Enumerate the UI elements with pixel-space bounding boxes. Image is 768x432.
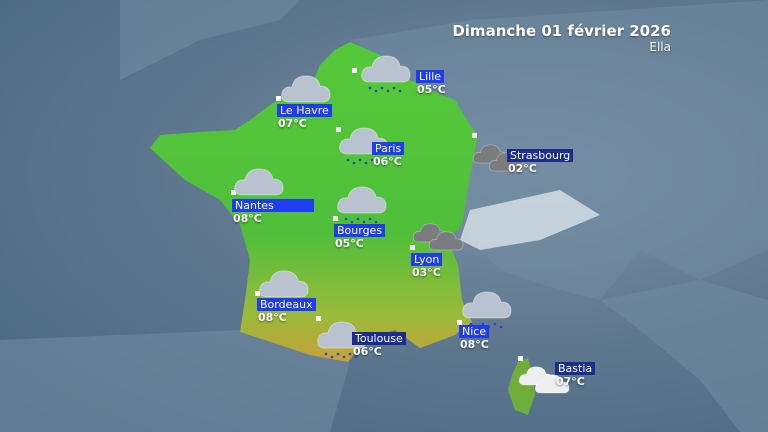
city-name-label: Toulouse (352, 332, 406, 345)
dark-clouds-icon (412, 223, 464, 251)
city-temperature: 07°C (278, 117, 307, 130)
city-marker (255, 291, 260, 296)
city-temperature: 05°C (335, 237, 364, 250)
city-marker (457, 320, 462, 325)
city-temperature: 05°C (417, 83, 446, 96)
italy-land (600, 280, 768, 432)
white-clouds-icon (518, 366, 570, 394)
city-temperature: 08°C (460, 338, 489, 351)
city-temperature: 08°C (258, 311, 287, 324)
map-date-title: Dimanche 01 février 2026 (452, 22, 671, 40)
city-name-label: Nice (459, 325, 490, 338)
city-marker (352, 68, 357, 73)
city-marker (410, 245, 415, 250)
city-name-label: Bourges (334, 224, 386, 237)
city-name-label: Bordeaux (257, 298, 316, 311)
city-name-label: Bastia (555, 362, 596, 375)
city-temperature: 06°C (353, 345, 382, 358)
city-marker (276, 96, 281, 101)
city-marker (333, 216, 338, 221)
city-name-label: Strasbourg (507, 149, 574, 162)
alps-snow (460, 190, 600, 250)
city-name-label: Nantes (232, 199, 314, 212)
city-name-label: Lille (416, 70, 445, 83)
city-marker (472, 133, 477, 138)
city-temperature: 03°C (412, 266, 441, 279)
city-temperature: 08°C (233, 212, 262, 225)
rain-cloud-icon (361, 55, 411, 93)
city-temperature: 07°C (556, 375, 585, 388)
iberia-land (0, 330, 350, 432)
storm-name: Ella (649, 40, 671, 54)
city-name-label: Paris (372, 142, 405, 155)
france-land (150, 42, 478, 362)
city-marker (518, 356, 523, 361)
city-name-label: Le Havre (277, 104, 332, 117)
city-marker (231, 190, 236, 195)
rain-cloud-icon (337, 186, 387, 224)
city-marker (336, 127, 341, 132)
city-name-label: Lyon (411, 253, 443, 266)
city-marker (316, 316, 321, 321)
uk-land (120, 0, 300, 80)
city-temperature: 02°C (508, 162, 537, 175)
city-temperature: 06°C (373, 155, 402, 168)
